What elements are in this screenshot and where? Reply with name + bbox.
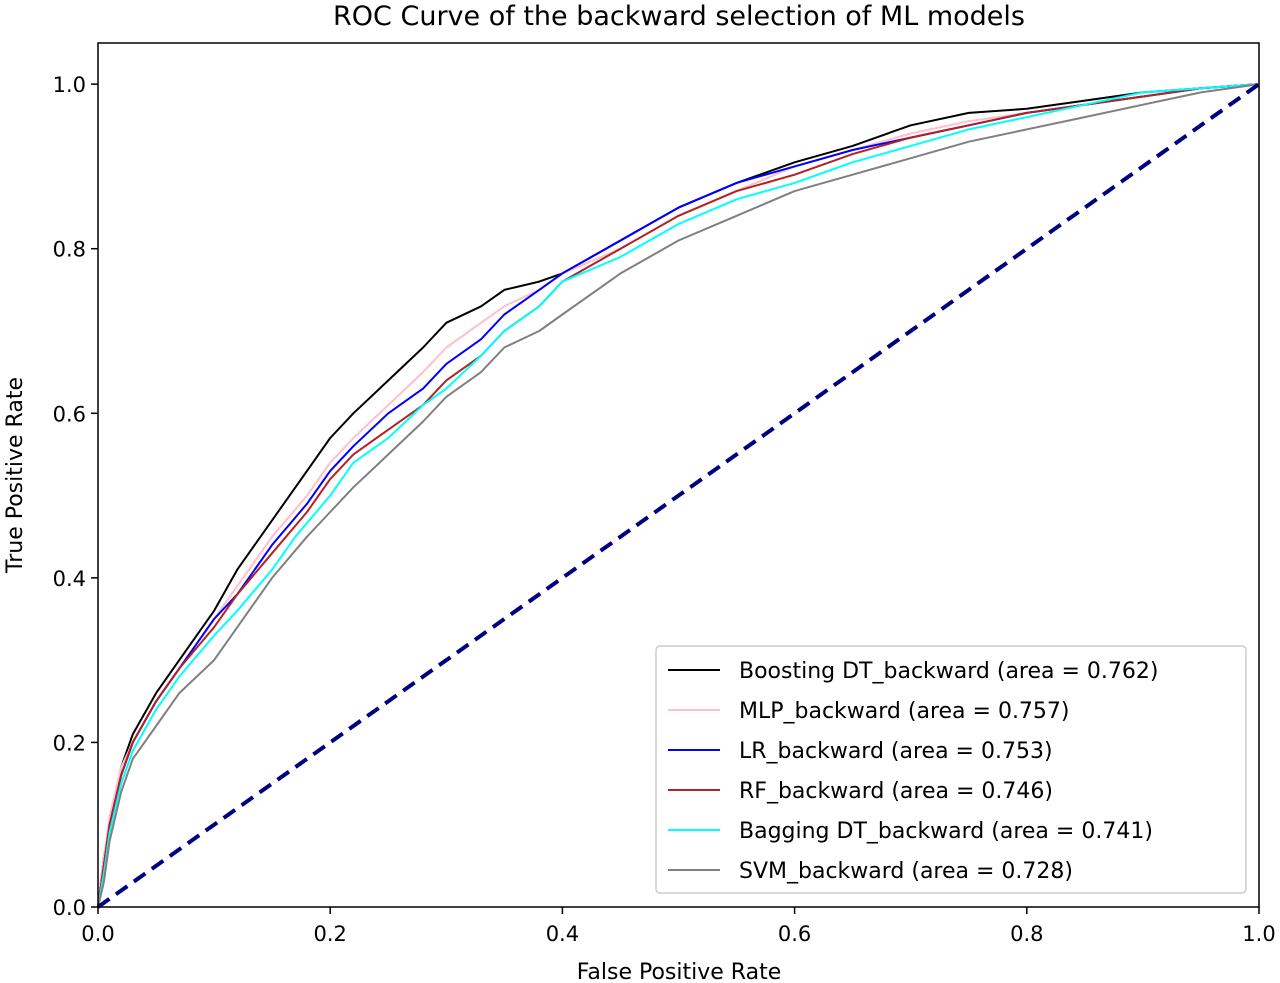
y-tick-label: 0.6 <box>53 402 86 426</box>
chart-title: ROC Curve of the backward selection of M… <box>333 1 1025 32</box>
y-axis: 0.0 0.2 0.4 0.6 0.8 1.0 <box>53 73 98 920</box>
x-tick-label: 0.0 <box>81 922 114 946</box>
y-tick-label: 0.8 <box>53 238 86 262</box>
roc-curve-6 <box>97 83 1260 908</box>
x-tick-label: 0.4 <box>546 922 579 946</box>
roc-curve-1 <box>97 83 1260 908</box>
y-tick-label: 1.0 <box>53 73 86 97</box>
roc-curve-4 <box>97 83 1260 908</box>
legend-label: Boosting DT_backward (area = 0.762) <box>739 659 1159 684</box>
legend-label: SVM_backward (area = 0.728) <box>739 859 1073 884</box>
y-tick-label: 0.2 <box>53 731 86 755</box>
x-tick-label: 0.8 <box>1010 922 1043 946</box>
legend-label: LR_backward (area = 0.753) <box>739 739 1053 764</box>
y-axis-label: True Positive Rate <box>3 377 28 574</box>
chance-diagonal-line <box>96 82 1261 909</box>
legend-label: Bagging DT_backward (area = 0.741) <box>739 819 1153 844</box>
plot-frame <box>97 42 1260 908</box>
x-axis: 0.0 0.2 0.4 0.6 0.8 1.0 <box>81 907 1276 946</box>
legend-label: RF_backward (area = 0.746) <box>739 779 1053 804</box>
x-axis-label: False Positive Rate <box>577 960 781 983</box>
legend-box <box>655 645 1247 894</box>
plot-curves <box>96 82 1261 909</box>
legend-label: MLP_backward (area = 0.757) <box>739 699 1070 724</box>
x-tick-label: 0.6 <box>778 922 811 946</box>
roc-curve-5 <box>97 83 1260 908</box>
y-tick-label: 0.4 <box>53 567 86 591</box>
legend: Boosting DT_backward (area = 0.762) MLP_b… <box>655 645 1247 894</box>
x-tick-label: 0.2 <box>313 922 346 946</box>
x-tick-label: 1.0 <box>1242 922 1275 946</box>
y-tick-label: 0.0 <box>53 896 86 920</box>
